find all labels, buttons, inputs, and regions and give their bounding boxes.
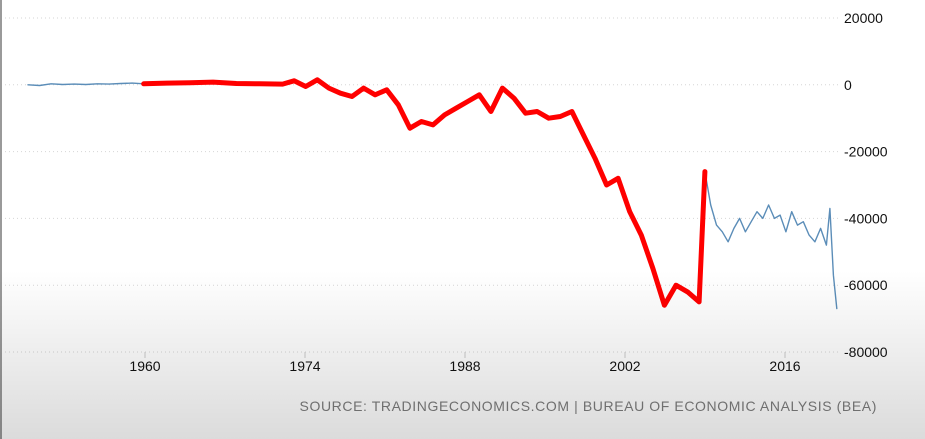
source-credit: SOURCE: TRADINGECONOMICS.COM | BUREAU OF… [299,398,877,414]
highlight-series-line [141,77,708,308]
y-tick-label: -60000 [844,277,888,293]
y-tick-label: -20000 [844,144,888,160]
x-tick-label: 1988 [449,358,480,374]
x-axis-ticks: 1960 1974 1988 2002 2016 [129,352,801,374]
history-series-line [27,79,838,310]
y-tick-label: 20000 [844,10,883,26]
y-tick-label: -40000 [844,210,888,226]
x-tick-label: 2002 [609,358,640,374]
series-lines [27,77,838,310]
x-tick-label: 2016 [769,358,800,374]
y-tick-label: 0 [844,77,852,93]
x-tick-label: 1960 [129,358,160,374]
left-edge-divider [0,0,2,439]
y-axis-ticks: 20000 0 -20000 -40000 -60000 -80000 [844,10,888,360]
y-tick-label: -80000 [844,344,888,360]
gridlines [5,17,838,353]
x-tick-label: 1974 [289,358,320,374]
